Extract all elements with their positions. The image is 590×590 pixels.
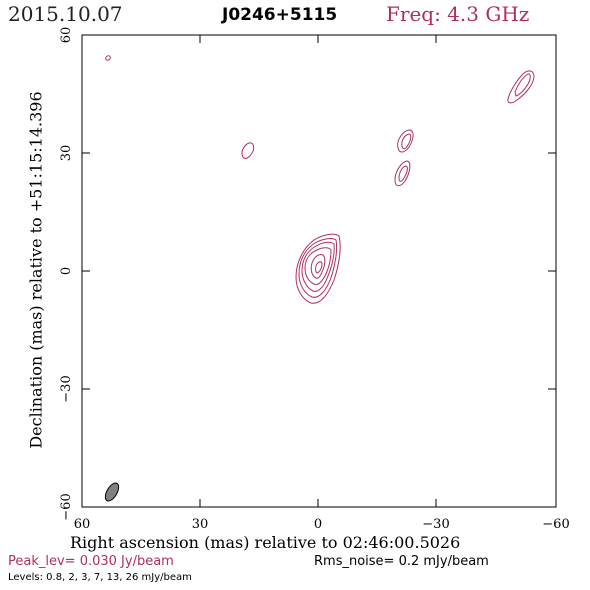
contour-blob-top-right-inner [514, 73, 531, 97]
peak-level: Peak_lev= 0.030 Jy/beam [8, 554, 174, 569]
x-tick-label: 0 [314, 517, 322, 532]
y-tick-label: 30 [59, 145, 74, 162]
x-axis-label: Right ascension (mas) relative to 02:46:… [70, 533, 461, 552]
y-tick-label: 0 [59, 267, 74, 275]
contour-small-blob [105, 55, 111, 61]
x-tick-label: 60 [74, 517, 91, 532]
observation-date: 2015.10.07 [8, 2, 123, 26]
x-tick-labels: 60 30 0 −30 −60 [74, 517, 570, 532]
x-tick-label: −30 [422, 517, 449, 532]
beam-ellipse [104, 482, 120, 502]
x-tick-label: 30 [192, 517, 209, 532]
contour-blob-right-upper [397, 129, 414, 153]
x-ticks [81, 35, 557, 507]
contour-core-3 [301, 241, 335, 292]
contour-levels: Levels: 0.8, 2, 3, 7, 13, 26 mJy/beam [8, 572, 192, 583]
contour-core-4 [304, 247, 332, 285]
contour-core-1 [295, 233, 341, 304]
contour-core-5 [310, 254, 326, 279]
source-name: J0246+5115 [222, 5, 338, 25]
x-tick-label: −60 [542, 517, 569, 532]
y-tick-labels: 60 30 0 −30 −60 [59, 27, 74, 521]
contour-blob-right-lower-inner [398, 165, 408, 182]
y-tick-label: −30 [59, 375, 74, 402]
contour-blob-left [241, 142, 255, 159]
y-axis-label: Declination (mas) relative to +51:15:14.… [26, 91, 46, 449]
contour-core-2 [298, 238, 338, 298]
plot-frame [81, 34, 557, 508]
y-tick-label: 60 [59, 27, 74, 44]
y-tick-label: −60 [59, 493, 74, 520]
contour-blob-right-lower [394, 160, 411, 187]
contour-blob-top-right [507, 70, 535, 104]
contour-core-6 [315, 261, 323, 274]
contours [105, 55, 535, 304]
y-ticks [82, 34, 556, 508]
frequency-label: Freq: 4.3 GHz [386, 2, 530, 26]
contour-blob-right-upper-inner [401, 133, 412, 150]
rms-noise: Rms_noise= 0.2 mJy/beam [314, 554, 489, 569]
